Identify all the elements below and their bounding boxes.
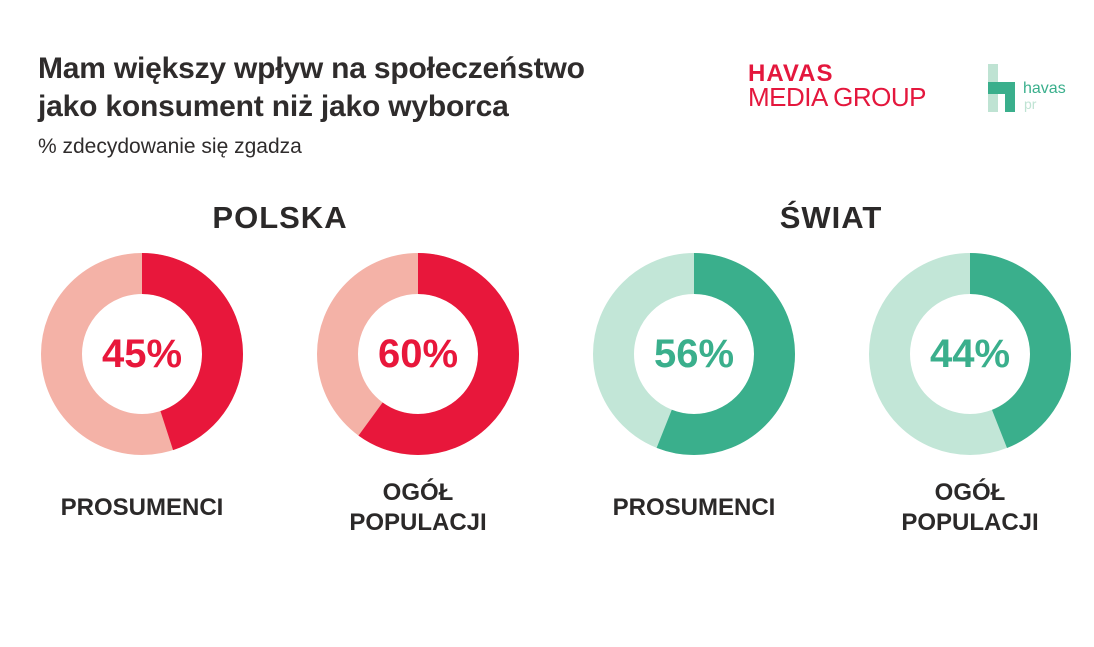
title-line-2: jako konsument niż jako wyborca bbox=[38, 90, 509, 123]
donut-swiat-ogol: 44% bbox=[869, 253, 1071, 455]
logo-havas-pr-text: havas bbox=[1023, 80, 1066, 97]
section-title-swiat: ŚWIAT bbox=[779, 200, 883, 235]
donut-polska-prosumenci: 45% bbox=[41, 253, 243, 455]
donut-swiat-prosumenci: 56% bbox=[593, 253, 795, 455]
label-line-2: POPULACJI bbox=[349, 509, 487, 536]
category-label-swiat-ogol: OGÓŁ POPULACJI bbox=[850, 478, 1090, 538]
category-label-polska-prosumenci: PROSUMENCI bbox=[22, 493, 262, 523]
chart-title: Mam większy wpływ na społeczeństwo jako … bbox=[38, 50, 585, 126]
category-label-swiat-prosumenci: PROSUMENCI bbox=[574, 493, 814, 523]
havas-pr-logo: havas pr bbox=[988, 64, 1078, 114]
logo-media-group-text: MEDIA GROUP bbox=[748, 82, 926, 112]
logo-havas-text: HAVAS bbox=[748, 62, 834, 84]
havas-media-group-logo: HAVAS MEDIA GROUP bbox=[748, 62, 926, 110]
label-line-2: POPULACJI bbox=[901, 509, 1039, 536]
donut-ring bbox=[317, 253, 519, 455]
donut-value: 45% bbox=[101, 331, 183, 376]
label-line-1: PROSUMENCI bbox=[612, 494, 776, 521]
donut-value: 60% bbox=[377, 331, 459, 376]
label-line-1: OGÓŁ bbox=[382, 479, 454, 506]
donut-polska-ogol: 60% bbox=[317, 253, 519, 455]
logo-h-icon-part bbox=[1005, 82, 1015, 112]
donut-ring bbox=[41, 253, 243, 455]
donut-ring bbox=[593, 253, 795, 455]
chart-subtitle: % zdecydowanie się zgadza bbox=[38, 135, 302, 158]
title-line-1: Mam większy wpływ na społeczeństwo bbox=[38, 52, 585, 85]
category-label-polska-ogol: OGÓŁ POPULACJI bbox=[298, 478, 538, 538]
donut-ring bbox=[869, 253, 1071, 455]
label-line-1: PROSUMENCI bbox=[60, 494, 224, 521]
donut-value: 56% bbox=[653, 331, 735, 376]
section-title-polska: POLSKA bbox=[212, 200, 348, 235]
donut-value: 44% bbox=[929, 331, 1011, 376]
label-line-1: OGÓŁ bbox=[934, 479, 1006, 506]
logo-pr-text: pr bbox=[1024, 96, 1037, 112]
